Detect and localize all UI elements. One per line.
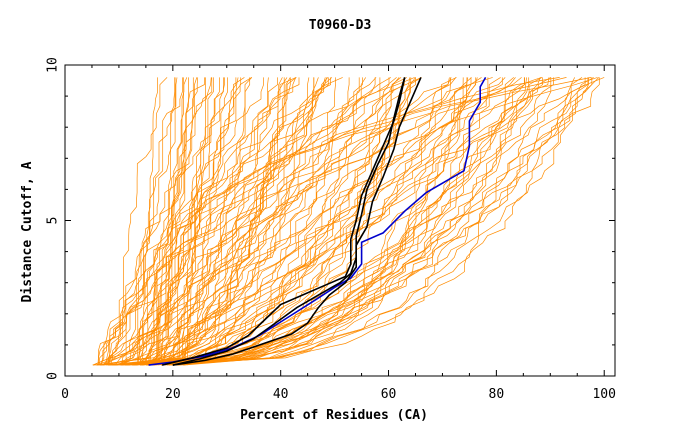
x-axis-label: Percent of Residues (CA) (240, 408, 428, 423)
background-series-line (120, 77, 525, 366)
background-series-line (183, 77, 522, 366)
background-series-line (162, 77, 297, 366)
background-series-line (96, 77, 530, 366)
background-series-line (125, 77, 183, 366)
background-series-line (139, 77, 515, 366)
y-tick-label: 5 (46, 217, 61, 225)
background-series-line (171, 77, 543, 366)
x-tick-label: 20 (165, 387, 181, 402)
highlighted-series-line-1 (172, 77, 422, 366)
background-series-line (126, 77, 472, 366)
background-series-line (148, 77, 220, 366)
background-series-line (142, 77, 390, 366)
highlighted-series-lines (148, 77, 487, 366)
background-series-line (151, 77, 199, 366)
background-series-line (114, 77, 482, 366)
background-series-line (137, 77, 415, 366)
background-series-line (107, 77, 264, 366)
background-series-line (156, 77, 542, 366)
y-tick-label: 10 (46, 57, 61, 73)
x-tick-label: 40 (273, 387, 289, 402)
y-tick-label: 0 (46, 372, 61, 380)
background-series-line (147, 77, 366, 366)
background-series-line (133, 77, 586, 366)
background-series-line (184, 77, 319, 366)
background-series-line (168, 77, 493, 366)
background-series-line (158, 77, 297, 366)
background-series-line (176, 77, 589, 366)
background-series-line (119, 77, 551, 366)
background-series-line (164, 77, 583, 366)
background-series-line (120, 77, 291, 366)
background-series-line (176, 77, 594, 366)
background-series-line (93, 77, 315, 366)
background-series-line (183, 77, 464, 366)
background-series-line (107, 77, 589, 366)
axis-tick-labels: 0 20 40 60 80 100 0 5 10 (46, 57, 616, 402)
background-series-line (172, 77, 543, 366)
background-series-line (167, 77, 206, 366)
background-series-line (173, 77, 457, 366)
background-series-line (119, 77, 176, 366)
background-series-line (140, 77, 310, 366)
background-series-lines (92, 77, 605, 366)
background-series-line (101, 77, 158, 366)
background-series-line (109, 77, 168, 366)
background-series-line (132, 77, 253, 366)
highlighted-series-line-3 (161, 77, 406, 366)
background-series-line (107, 77, 516, 366)
background-series-line (108, 77, 242, 366)
background-series-line (113, 77, 402, 366)
background-series-line (142, 77, 189, 366)
background-series-line (176, 77, 605, 366)
background-series-line (177, 77, 469, 366)
background-series-line (187, 77, 224, 366)
background-series-line (137, 77, 178, 366)
background-series-line (105, 77, 407, 366)
background-series-line (158, 77, 422, 366)
background-series-line (177, 77, 228, 366)
background-series-line (106, 77, 598, 366)
highlighted-series-line-2 (172, 77, 406, 366)
background-series-line (124, 77, 600, 366)
background-series-line (112, 77, 400, 366)
background-series-line (106, 77, 237, 366)
background-series-line (149, 77, 336, 366)
background-series-line (109, 77, 405, 366)
background-series-line (128, 77, 593, 366)
background-series-line (135, 77, 188, 366)
background-series-line (100, 77, 451, 366)
background-series-line (95, 77, 550, 366)
x-tick-label: 0 (61, 387, 69, 402)
background-series-line (160, 77, 541, 366)
x-tick-label: 80 (489, 387, 505, 402)
y-axis-label: Distance Cutoff, A (20, 161, 35, 302)
background-series-line (103, 77, 176, 366)
background-series-line (132, 77, 331, 366)
background-series-line (166, 77, 472, 366)
x-tick-label: 100 (592, 387, 615, 402)
axis-ticks (64, 64, 615, 377)
background-series-line (162, 77, 416, 366)
background-series-line (142, 77, 239, 366)
background-series-line (99, 77, 360, 366)
background-series-line (182, 77, 283, 366)
background-series-line (146, 77, 525, 366)
background-series-line (146, 77, 416, 366)
background-series-line (99, 77, 212, 366)
background-series-line (92, 77, 194, 366)
background-series-line (101, 77, 329, 366)
background-series-line (156, 77, 252, 366)
background-series-line (100, 77, 297, 366)
x-tick-label: 60 (381, 387, 397, 402)
background-series-line (137, 77, 245, 366)
background-series-line (161, 77, 477, 366)
chart-title: T0960-D3 (309, 18, 372, 33)
background-series-line (172, 77, 576, 366)
